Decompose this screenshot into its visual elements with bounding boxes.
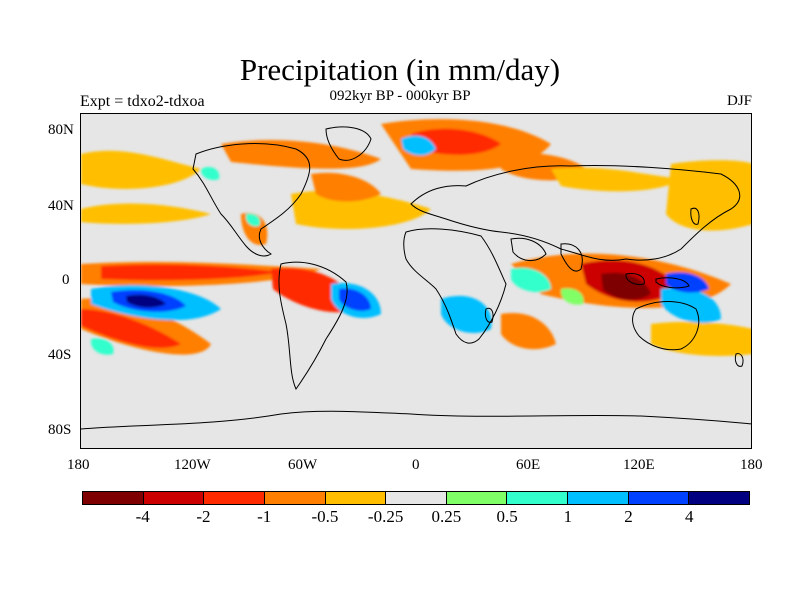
anomaly-region bbox=[511, 267, 551, 293]
lat-tick-label: 40S bbox=[48, 347, 72, 363]
lat-tick-label: 0 bbox=[62, 272, 70, 288]
colorbar-box bbox=[325, 492, 387, 504]
lat-tick-label: 80N bbox=[48, 122, 74, 138]
colorbar-label: -0.5 bbox=[311, 507, 339, 526]
colorbar-box bbox=[204, 492, 265, 504]
colorbar-label: 4 bbox=[685, 507, 694, 526]
anomaly-region bbox=[666, 160, 751, 231]
colorbar-label: 0.25 bbox=[431, 507, 462, 526]
colorbar-label: -4 bbox=[135, 507, 150, 526]
colorbar-label: 2 bbox=[624, 507, 633, 526]
lon-tick-label: 120W bbox=[174, 457, 211, 473]
map-title: Precipitation (in mm/day) bbox=[239, 52, 561, 87]
anomaly-region bbox=[81, 309, 181, 348]
precipitation-field bbox=[81, 119, 751, 430]
coastline-africa bbox=[403, 228, 507, 344]
lon-tick-label: 120E bbox=[623, 457, 655, 473]
map-panel bbox=[80, 113, 752, 449]
colorbar-box bbox=[446, 492, 508, 504]
anomaly-region bbox=[81, 203, 211, 224]
colorbar bbox=[82, 491, 750, 505]
colorbar-box bbox=[386, 492, 447, 504]
season-label: DJF bbox=[726, 93, 752, 109]
lat-tick-label: 40N bbox=[48, 198, 74, 214]
anomaly-region bbox=[81, 150, 201, 189]
anomaly-region bbox=[661, 287, 721, 324]
coastlines bbox=[81, 126, 751, 430]
colorbar-label: -2 bbox=[196, 507, 211, 526]
lon-tick-label: 180 bbox=[67, 457, 90, 473]
colorbar-label: 0.5 bbox=[496, 507, 518, 526]
coastline-eurasia bbox=[410, 165, 741, 261]
experiment-label: Expt = tdxo2-tdxoa bbox=[80, 93, 205, 110]
colorbar-label: -1 bbox=[257, 507, 272, 526]
colorbar-box bbox=[689, 492, 750, 504]
anomaly-region bbox=[246, 213, 261, 227]
colorbar-box bbox=[83, 492, 144, 504]
anomaly-region bbox=[221, 139, 381, 169]
anomaly-region bbox=[401, 135, 436, 156]
coastline-indonesia bbox=[625, 273, 645, 285]
map-subtitle: 092kyr BP - 000kyr BP bbox=[329, 88, 471, 104]
coastline-south-america bbox=[278, 261, 348, 390]
coastline-madagascar bbox=[484, 307, 494, 323]
anomaly-region bbox=[311, 172, 381, 202]
lat-tick-label: 80S bbox=[48, 422, 72, 438]
anomaly-region bbox=[441, 295, 492, 334]
lon-tick-label: 60W bbox=[288, 457, 318, 473]
anomaly-region bbox=[126, 294, 166, 308]
coastline-antarctica bbox=[81, 410, 751, 430]
colorbar-box bbox=[143, 492, 205, 504]
anomaly-region bbox=[291, 190, 431, 229]
coastline-new-zealand bbox=[734, 353, 744, 367]
lon-tick-label: 60E bbox=[516, 457, 541, 473]
anomaly-region bbox=[501, 313, 556, 350]
anomaly-region bbox=[91, 338, 114, 355]
colorbar-box bbox=[568, 492, 629, 504]
anomaly-region bbox=[101, 264, 281, 281]
colorbar-box bbox=[507, 492, 569, 504]
coastline-north-america bbox=[192, 143, 311, 257]
precipitation-anomaly-shading bbox=[81, 119, 751, 356]
colorbar-box bbox=[264, 492, 326, 504]
colorbar-box bbox=[628, 492, 690, 504]
coastline-australia bbox=[632, 301, 700, 351]
anomaly-region bbox=[651, 321, 751, 356]
colorbar-label: -0.25 bbox=[367, 507, 404, 526]
coastline-new-guinea bbox=[655, 277, 690, 289]
coastline-arabia bbox=[510, 237, 547, 261]
coastline-india bbox=[560, 243, 583, 272]
anomaly-region bbox=[201, 167, 220, 181]
lon-tick-label: 180 bbox=[740, 457, 763, 473]
colorbar-label: 1 bbox=[563, 507, 573, 526]
anomaly-region bbox=[561, 288, 584, 305]
coastline-japan bbox=[690, 207, 700, 225]
anomaly-region bbox=[551, 167, 681, 192]
anomaly-region bbox=[601, 272, 651, 300]
lon-tick-label: 0 bbox=[412, 457, 420, 473]
coastline-greenland bbox=[325, 126, 372, 161]
